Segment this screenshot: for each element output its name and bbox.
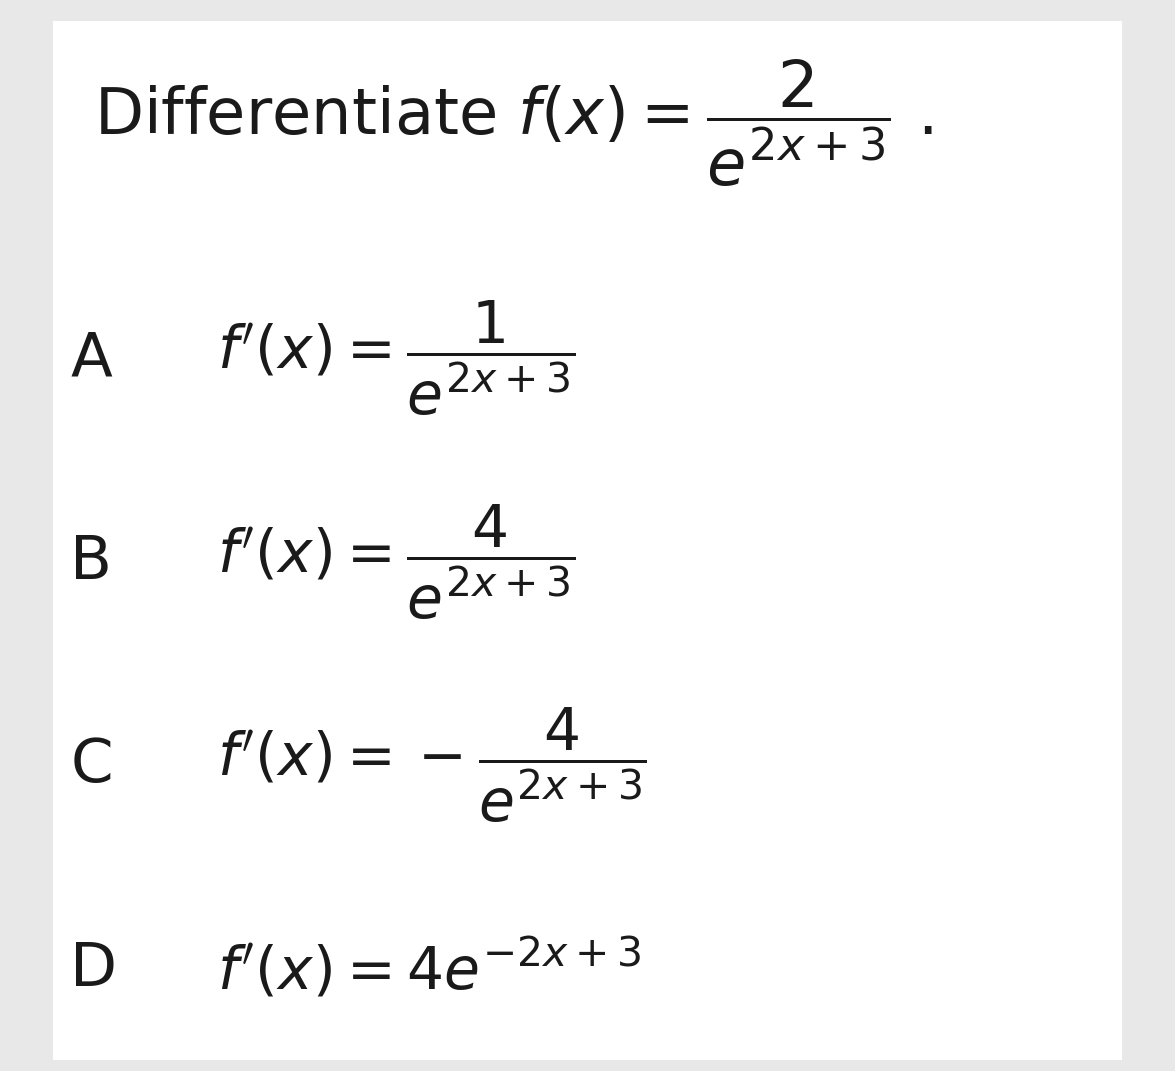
Text: $f'(x)=-\dfrac{4}{e^{2x+3}}$: $f'(x)=-\dfrac{4}{e^{2x+3}}$ [217,706,647,826]
Text: A: A [70,329,113,389]
Text: $f'(x)=4e^{-2x+3}$: $f'(x)=4e^{-2x+3}$ [217,937,642,1001]
Text: D: D [70,939,118,999]
Text: C: C [70,736,113,796]
Text: $f'(x)=\dfrac{4}{e^{2x+3}}$: $f'(x)=\dfrac{4}{e^{2x+3}}$ [217,502,576,622]
Text: $f'(x)=\dfrac{1}{e^{2x+3}}$: $f'(x)=\dfrac{1}{e^{2x+3}}$ [217,299,576,419]
Text: B: B [70,532,113,592]
FancyBboxPatch shape [53,21,1122,1060]
Text: Differentiate $f(x)=\dfrac{2}{e^{2x+3}}\ .$: Differentiate $f(x)=\dfrac{2}{e^{2x+3}}\… [94,58,933,188]
